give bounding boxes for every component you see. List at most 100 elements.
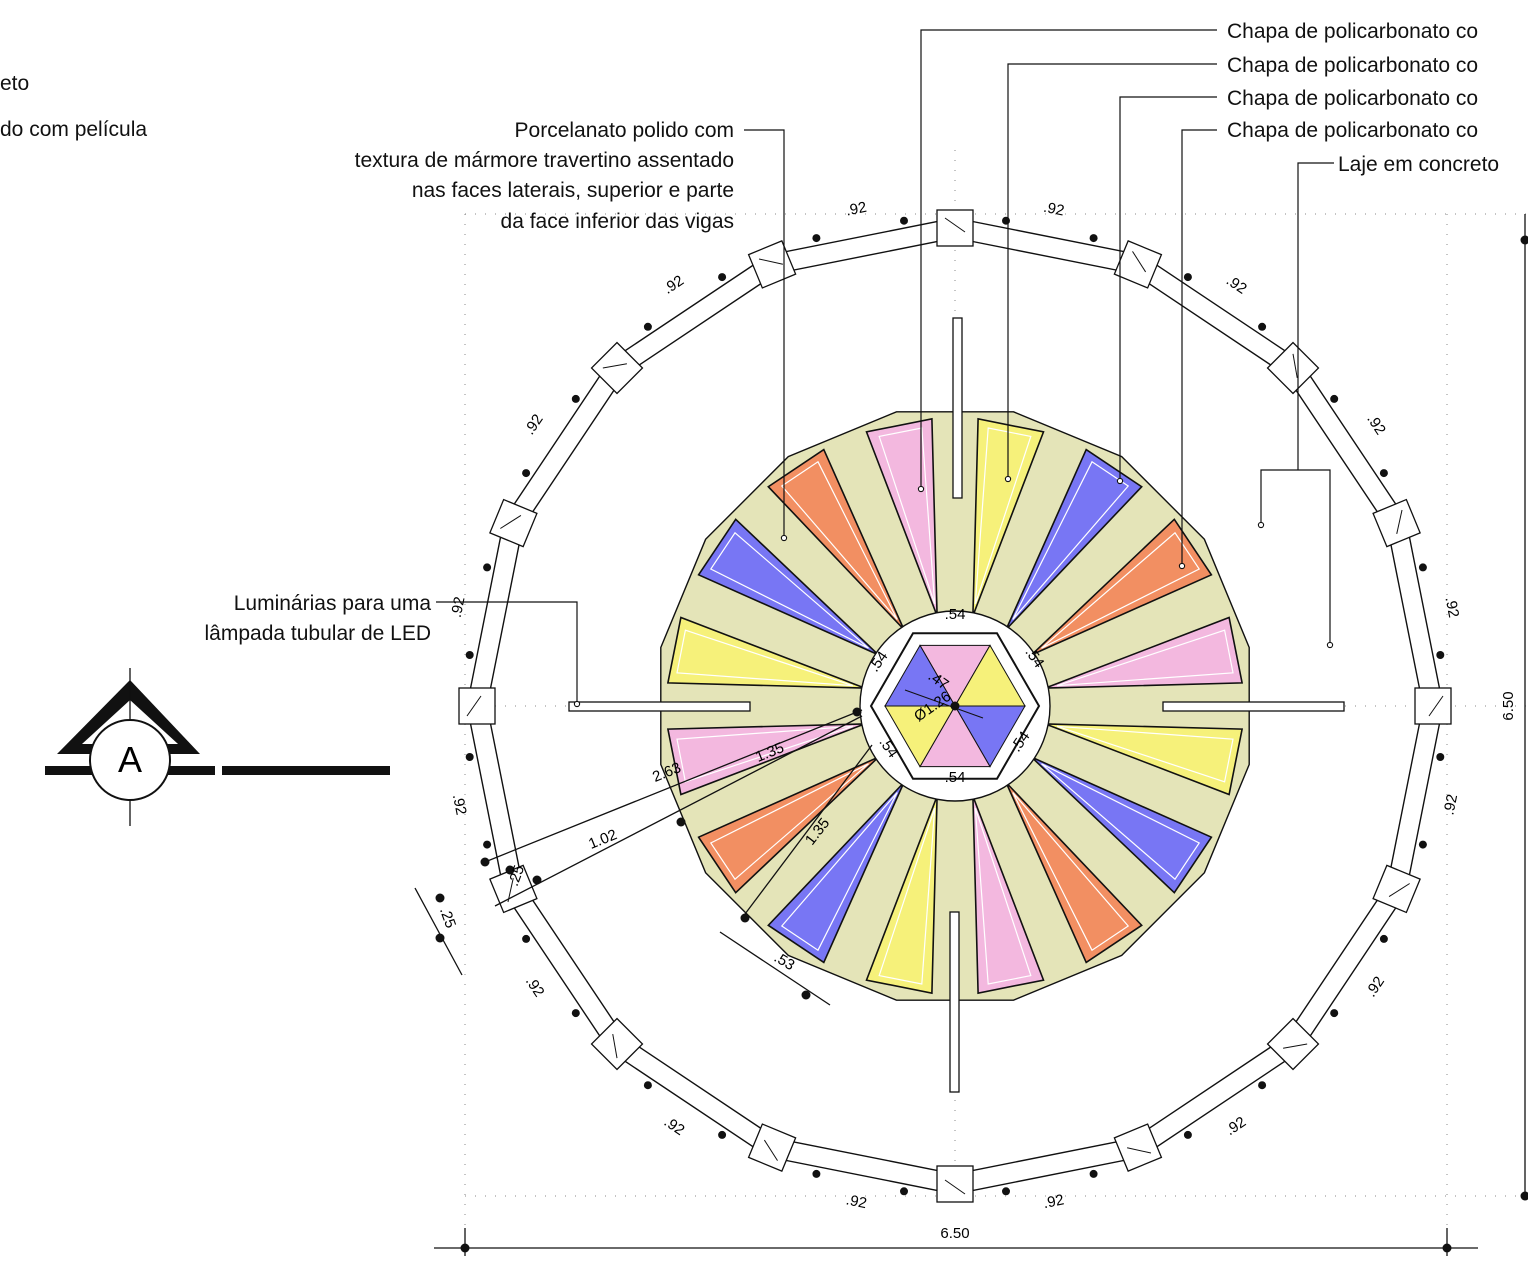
pillar-box bbox=[1114, 1124, 1161, 1171]
led-luminaire bbox=[953, 318, 962, 498]
dimension-node bbox=[812, 234, 820, 242]
chapa-label-2: Chapa de policarbonato co bbox=[1227, 52, 1478, 79]
dimension-node bbox=[522, 469, 530, 477]
pillar bbox=[937, 1166, 973, 1202]
dimension-node bbox=[1184, 1131, 1192, 1139]
pillar-box bbox=[1268, 1019, 1319, 1070]
segment-dimension-label: .92 bbox=[1042, 199, 1066, 220]
porcelanato-label-3: nas faces laterais, superior e parte bbox=[412, 177, 734, 204]
porcelanato-label-1: Porcelanato polido com bbox=[515, 117, 734, 144]
dimension-node bbox=[483, 841, 491, 849]
leader-line bbox=[1120, 97, 1217, 481]
segment-dimension-label: .92 bbox=[844, 199, 868, 220]
luminarias-label-2: lâmpada tubular de LED bbox=[205, 620, 431, 647]
luminarias-label-1: Luminárias para uma bbox=[234, 590, 431, 617]
segment-dimension-label: .92 bbox=[449, 793, 470, 817]
segment-dimension-label: .92 bbox=[1440, 793, 1461, 817]
dimension-node bbox=[644, 323, 652, 331]
section-letter: A bbox=[118, 739, 142, 780]
segment-dimension-label: .92 bbox=[1363, 411, 1389, 438]
dimension-node bbox=[718, 1131, 726, 1139]
dimension-node bbox=[572, 395, 580, 403]
pillar-box bbox=[1268, 343, 1319, 394]
pillar bbox=[1373, 865, 1420, 912]
pillar-box bbox=[749, 1124, 796, 1171]
leader-endpoint bbox=[918, 486, 923, 491]
segment-dimension-label: .92 bbox=[521, 411, 547, 438]
laje-label: Laje em concreto bbox=[1338, 151, 1499, 178]
dimension-node bbox=[483, 563, 491, 571]
led-luminaire bbox=[1163, 702, 1344, 711]
chapa-label-4: Chapa de policarbonato co bbox=[1227, 117, 1478, 144]
pillar-box bbox=[937, 210, 973, 246]
dimension-node bbox=[1002, 217, 1010, 225]
segment-dimension-label: .92 bbox=[845, 1191, 869, 1212]
porcelanato-label-4: da face inferior das vigas bbox=[501, 208, 734, 235]
dimension-node bbox=[1521, 236, 1528, 245]
segment-dimension-label: .92 bbox=[661, 1113, 688, 1139]
dimension-node bbox=[1090, 1170, 1098, 1178]
dimension-node bbox=[644, 1081, 652, 1089]
dimension-node bbox=[741, 914, 750, 923]
pillar bbox=[1114, 1124, 1161, 1171]
offset-label: 1.02 bbox=[586, 826, 619, 853]
dimension-node bbox=[1436, 651, 1444, 659]
top-left-label-1: eto bbox=[0, 70, 29, 97]
pillar bbox=[1415, 688, 1451, 724]
pillar bbox=[749, 1124, 796, 1171]
dimension-node bbox=[1380, 469, 1388, 477]
dimension-node bbox=[466, 753, 474, 761]
dimension-node bbox=[1184, 273, 1192, 281]
led-luminaire bbox=[569, 702, 750, 711]
pillar-box bbox=[459, 688, 495, 724]
leader-line bbox=[1261, 163, 1334, 645]
hex-side-bottom: .54 bbox=[945, 769, 966, 786]
pillar-box bbox=[749, 241, 796, 288]
porcelanato-label-2: textura de mármore travertino assentado bbox=[355, 147, 734, 174]
dimension-node bbox=[436, 934, 445, 943]
dimension-node bbox=[1258, 323, 1266, 331]
pillar bbox=[592, 343, 643, 394]
dimension-node bbox=[677, 818, 686, 827]
pillar-box bbox=[1114, 241, 1161, 288]
pillar-box bbox=[592, 1019, 643, 1070]
leader-endpoint bbox=[1258, 522, 1263, 527]
pillar-box bbox=[1373, 500, 1420, 547]
leader-endpoint bbox=[1005, 476, 1010, 481]
dimension-node bbox=[481, 858, 490, 867]
led-luminaire bbox=[950, 912, 959, 1092]
dimension-node bbox=[522, 935, 530, 943]
dimension-node bbox=[436, 894, 445, 903]
chapa-label-1: Chapa de policarbonato co bbox=[1227, 18, 1478, 45]
overall-height-label: 6.50 bbox=[1500, 691, 1517, 720]
leader-line bbox=[1008, 64, 1217, 479]
pillar-box bbox=[592, 343, 643, 394]
section-line-right bbox=[222, 766, 390, 775]
dimension-node bbox=[1419, 841, 1427, 849]
top-left-label-2: do com película bbox=[0, 116, 147, 143]
dimension-node bbox=[802, 991, 811, 1000]
section-marker: A bbox=[45, 668, 390, 826]
pillar bbox=[937, 210, 973, 246]
pillar-box bbox=[490, 500, 537, 547]
dimension-node bbox=[900, 217, 908, 225]
dimension-node bbox=[900, 1187, 908, 1195]
dimension-node bbox=[466, 651, 474, 659]
dimension-node bbox=[1521, 1192, 1528, 1201]
pillar bbox=[459, 688, 495, 724]
dimension-node bbox=[812, 1170, 820, 1178]
leader-line bbox=[1182, 130, 1217, 566]
segment-dimension-label: .92 bbox=[1362, 973, 1388, 1000]
dimension-node bbox=[572, 1009, 580, 1017]
segment-dimension-label: .92 bbox=[660, 272, 687, 298]
dimension-node bbox=[1330, 395, 1338, 403]
dimension-node bbox=[1090, 234, 1098, 242]
pillar-box bbox=[1415, 688, 1451, 724]
leader-endpoint bbox=[1179, 563, 1184, 568]
pillar bbox=[1268, 343, 1319, 394]
pillar bbox=[1373, 500, 1420, 547]
dimension-node bbox=[1419, 563, 1427, 571]
pillar-box bbox=[937, 1166, 973, 1202]
leader-endpoint bbox=[781, 535, 786, 540]
pillar bbox=[1268, 1019, 1319, 1070]
